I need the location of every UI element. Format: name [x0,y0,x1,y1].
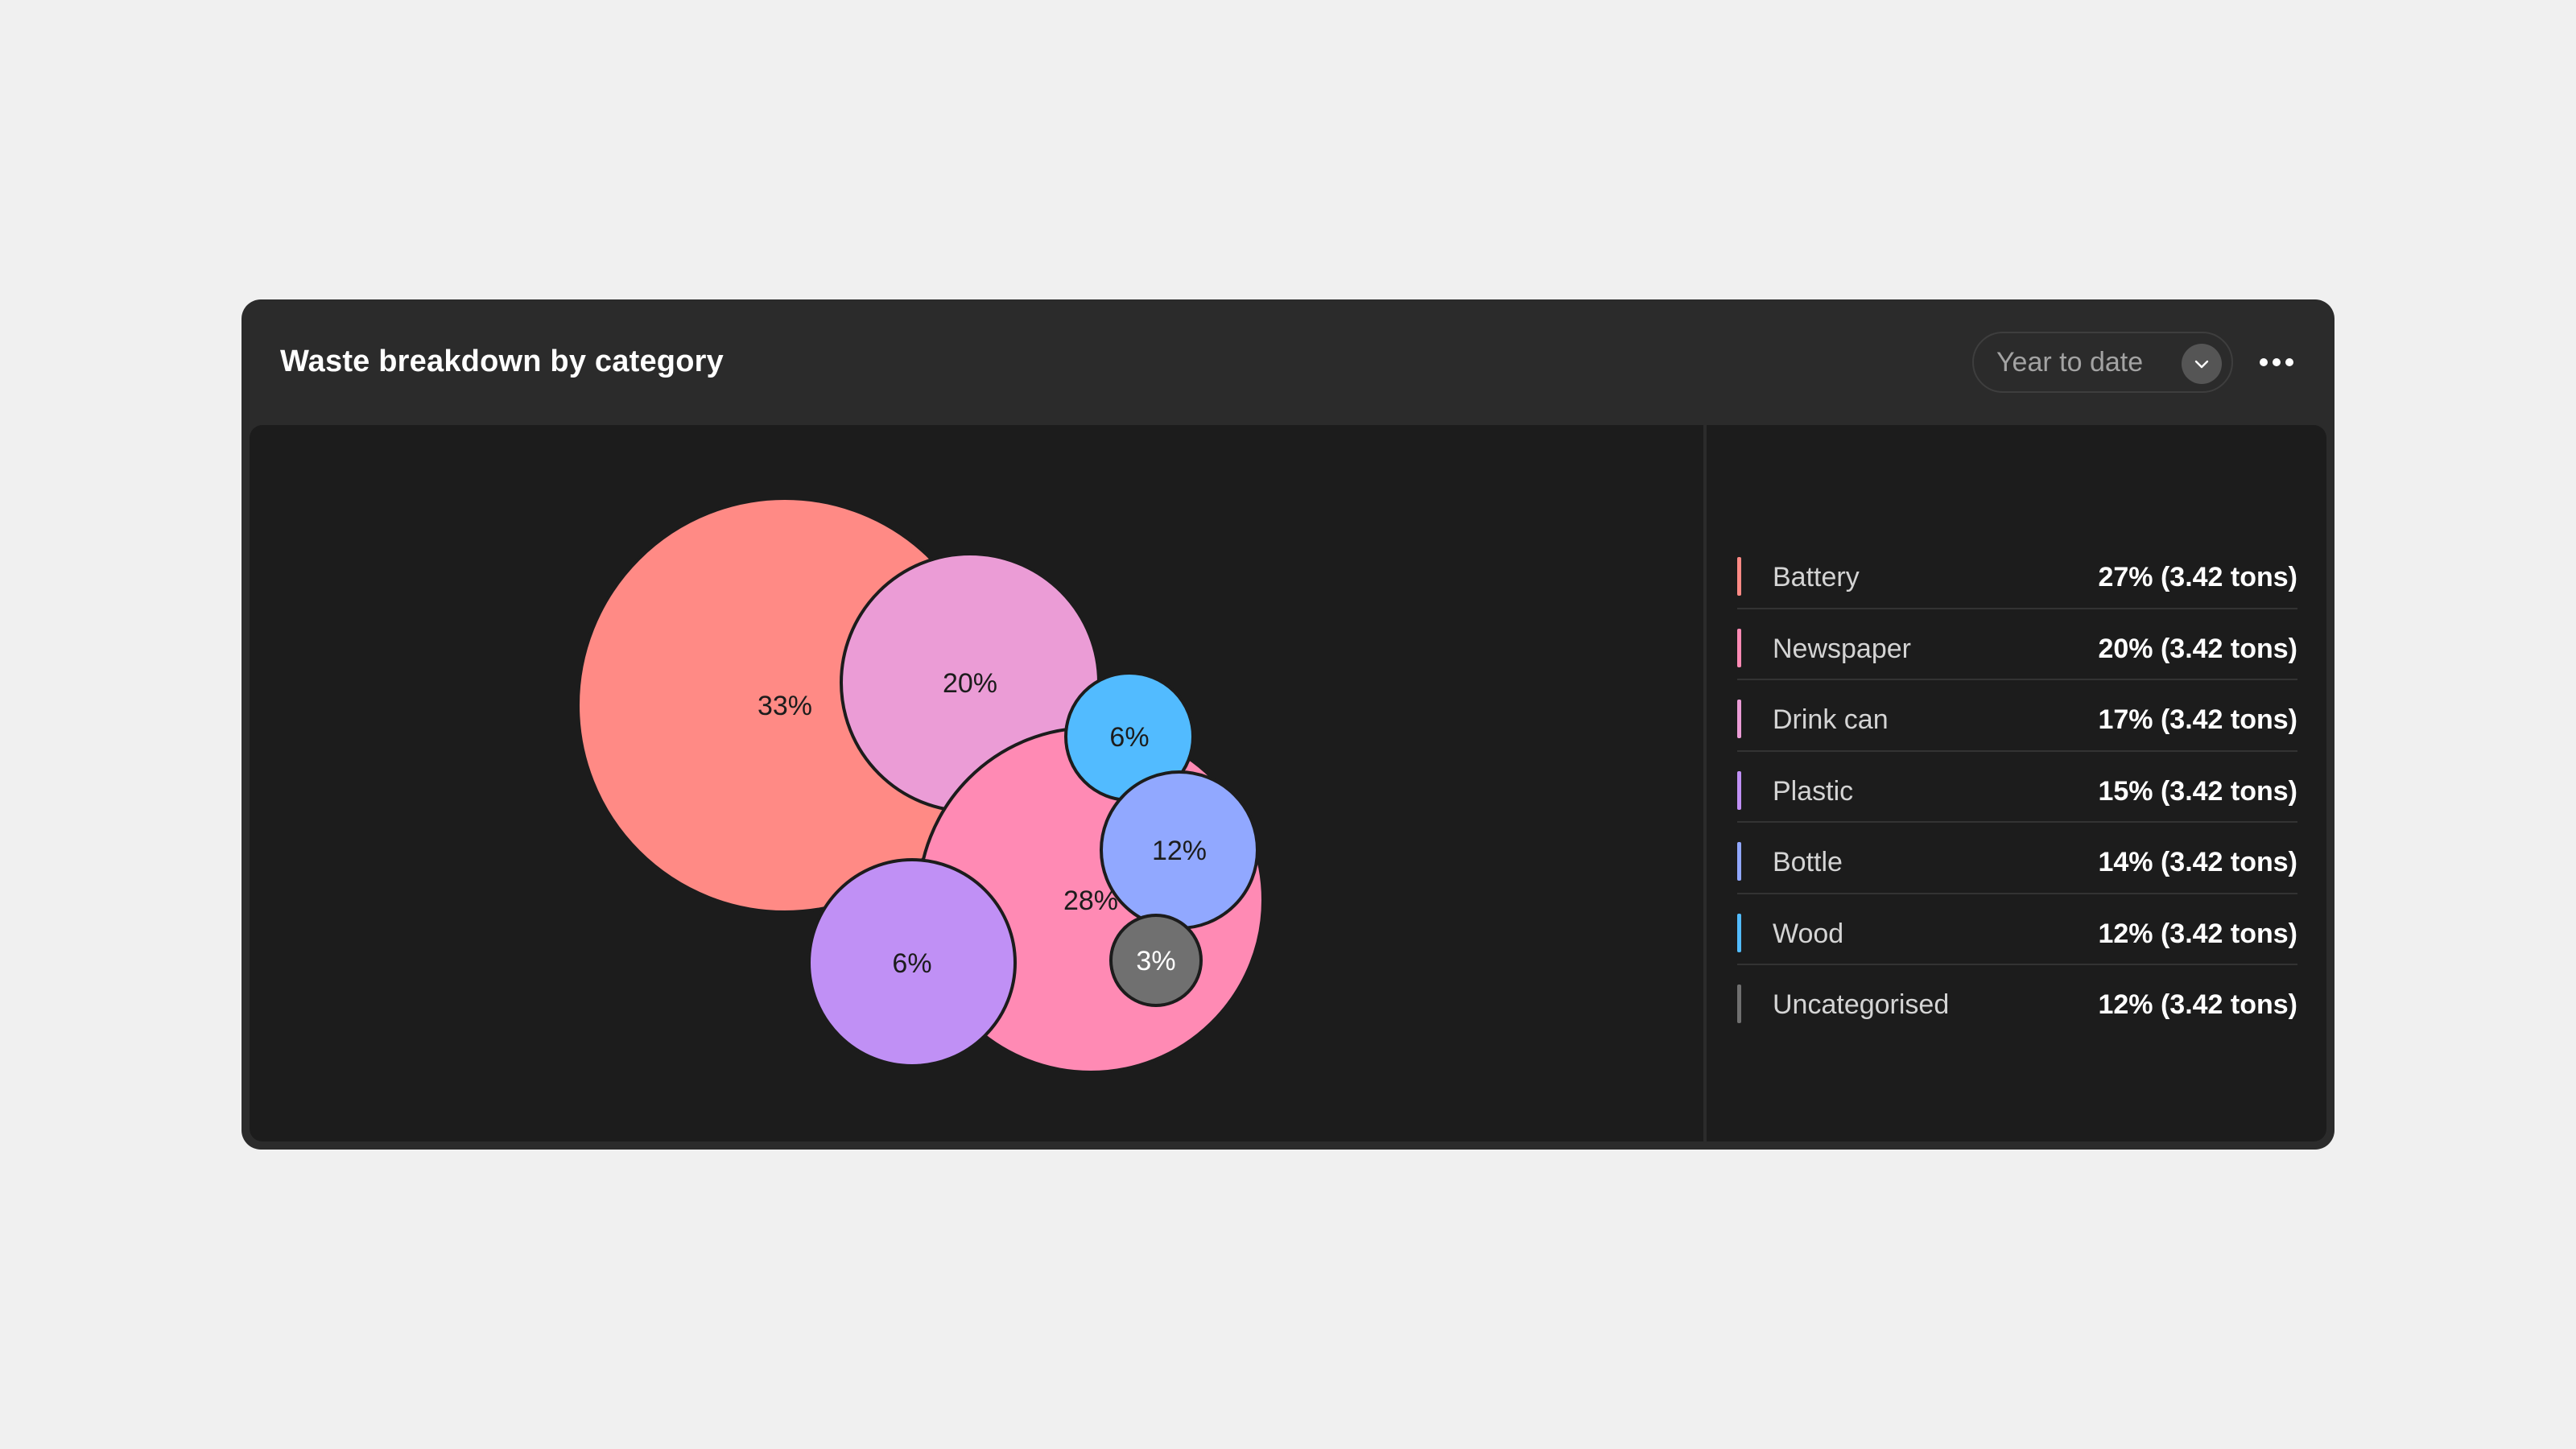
legend-value: 20% (3.42 tons) [2098,633,2297,664]
card-title: Waste breakdown by category [280,345,724,378]
bubble-label: 33% [758,691,812,721]
legend-value: 27% (3.42 tons) [2098,562,2297,592]
more-options-button[interactable] [2249,335,2304,390]
bubble-4: 6% [1064,671,1195,802]
legend-swatch [1737,913,1741,952]
waste-breakdown-card: Waste breakdown by category Year to date… [242,299,2334,1150]
period-select-value: Year to date [1996,346,2144,378]
legend-label: Wood [1773,918,1844,949]
bubble-circle [1109,914,1203,1007]
legend: Battery 27% (3.42 tons) Newspaper 20% (3.42… [1737,538,2297,1037]
panel-divider [1703,425,1707,1141]
bubble-5: 12% [1100,770,1259,930]
bubble-label: 6% [1109,722,1149,753]
legend-value: 12% (3.42 tons) [2098,918,2297,949]
legend-item: Uncategorised 12% (3.42 tons) [1737,965,2297,1037]
legend-item: Drink can 17% (3.42 tons) [1737,680,2297,752]
legend-value: 12% (3.42 tons) [2098,989,2297,1020]
legend-item: Battery 27% (3.42 tons) [1737,538,2297,609]
bubble-label: 6% [892,948,931,979]
legend-swatch [1737,770,1741,810]
legend-value: 17% (3.42 tons) [2098,704,2297,735]
bubble-label: 20% [943,668,997,699]
legend-label: Drink can [1773,704,1889,735]
bubble-chart: 33% 20% 28% 6% 12% 6% 3% [576,497,1265,1074]
legend-label: Uncategorised [1773,989,1950,1020]
legend-value: 14% (3.42 tons) [2098,847,2297,877]
legend-label: Battery [1773,562,1860,592]
bubble-label: 3% [1136,946,1175,976]
legend-item: Newspaper 20% (3.42 tons) [1737,609,2297,680]
bubble-label: 28% [1063,886,1118,916]
legend-label: Plastic [1773,775,1854,807]
bubble-7: 3% [1109,914,1203,1007]
bubble-6: 6% [807,858,1017,1067]
chevron-down-icon [2182,344,2222,384]
legend-swatch [1737,985,1741,1023]
more-horizontal-icon [2260,358,2293,366]
content-panel: 33% 20% 28% 6% 12% 6% 3% Battery 27% (3.42 tons… [250,425,2326,1141]
period-select[interactable]: Year to date [1972,332,2233,393]
legend-swatch [1737,557,1741,596]
legend-item: Plastic 15% (3.42 tons) [1737,752,2297,823]
legend-swatch [1737,700,1741,738]
bubble-circle [807,858,1017,1067]
legend-swatch [1737,628,1741,667]
legend-label: Bottle [1773,847,1843,877]
bubble-label: 12% [1152,836,1207,866]
legend-item: Wood 12% (3.42 tons) [1737,894,2297,965]
legend-value: 15% (3.42 tons) [2098,775,2297,807]
legend-swatch [1737,842,1741,881]
legend-item: Bottle 14% (3.42 tons) [1737,823,2297,894]
legend-label: Newspaper [1773,633,1911,664]
